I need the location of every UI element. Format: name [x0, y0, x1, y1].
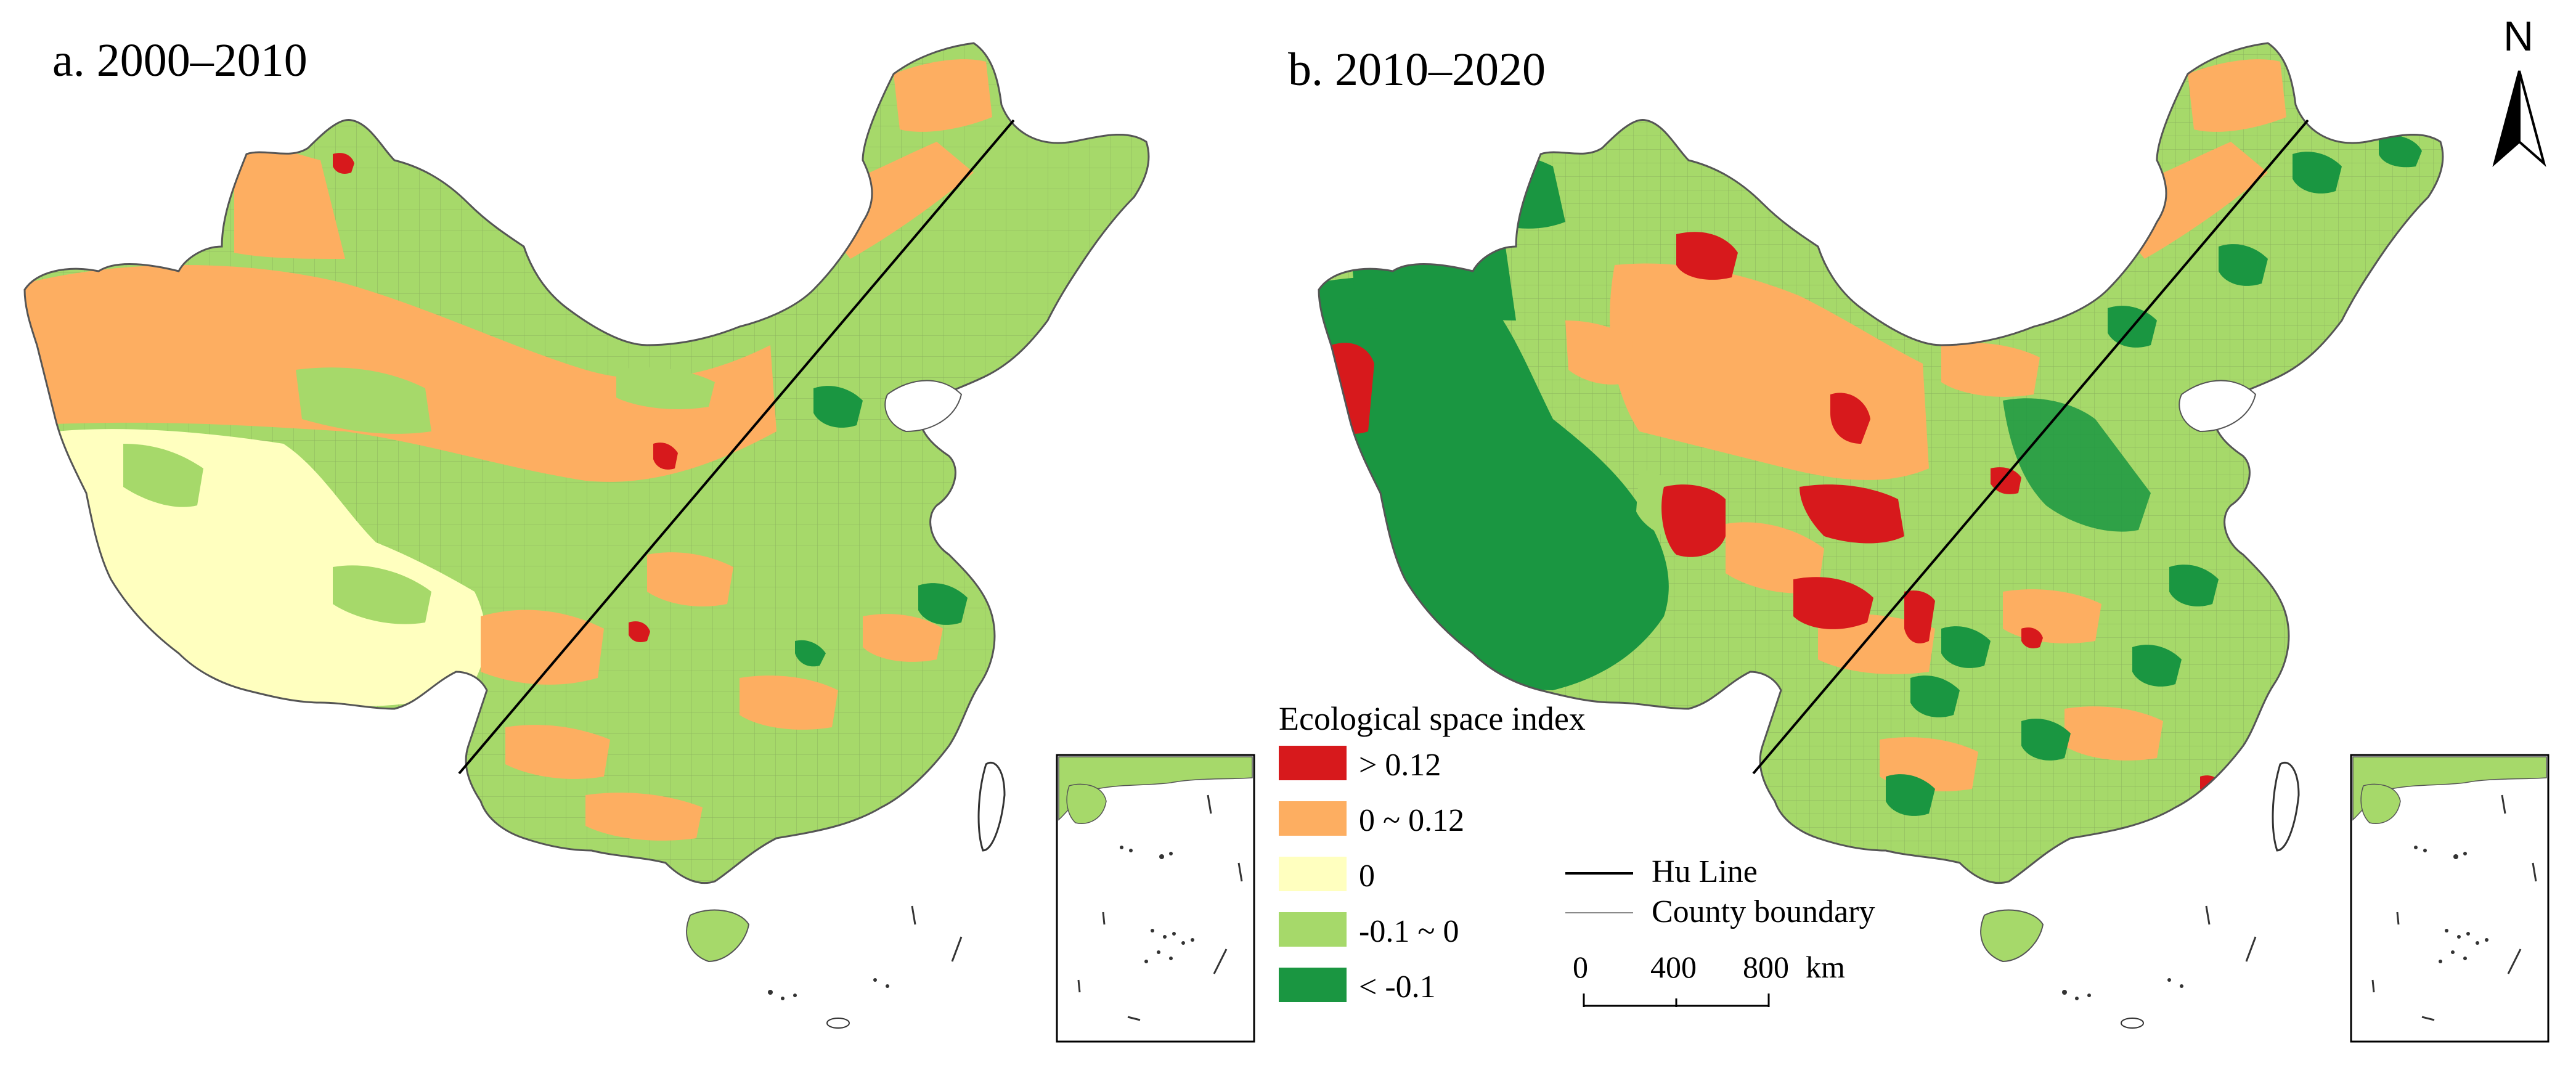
scale-tick-400: 400: [1650, 950, 1697, 984]
legend-swatch-high: [1279, 746, 1347, 780]
legend-label-low: -0.1 ~ 0: [1359, 914, 1459, 949]
legend-label-lowest: < -0.1: [1359, 969, 1436, 1005]
hu-line-b: [1752, 119, 2309, 775]
offshore-islands-a: [768, 978, 889, 1029]
hainan-island-a: [686, 909, 750, 963]
taiwan-a: [977, 762, 1006, 852]
legend-item-high: > 0.12: [1279, 746, 1624, 783]
legend: Ecological space index > 0.12 0 ~ 0.12 0…: [1279, 700, 1624, 1045]
line-legend: Hu Line County boundary: [1565, 854, 1960, 1038]
legend-item-zero: 0: [1279, 857, 1624, 894]
map-panel-a: [23, 42, 1255, 1043]
bohai-sea-b: [2179, 380, 2257, 433]
legend-swatch-low: [1279, 912, 1347, 947]
south-china-sea-inset-a: [1056, 754, 1255, 1043]
north-arrow-icon: [2492, 70, 2546, 167]
legend-item-lowest: < -0.1: [1279, 968, 1624, 1005]
hu-line-label: Hu Line: [1652, 854, 1758, 889]
offshore-islands-b: [2062, 978, 2183, 1029]
legend-swatch-lowest: [1279, 968, 1347, 1002]
legend-swatch-mid: [1279, 801, 1347, 836]
county-boundary-sample: [1565, 912, 1633, 913]
hu-line-legend: Hu Line: [1565, 854, 1960, 891]
legend-item-mid: 0 ~ 0.12: [1279, 801, 1624, 838]
scale-tick-0: 0: [1573, 950, 1588, 984]
hu-line-sample: [1565, 872, 1633, 875]
legend-title: Ecological space index: [1279, 700, 1586, 737]
scale-unit: km: [1806, 950, 1845, 984]
county-boundary-legend: County boundary: [1565, 894, 1960, 931]
legend-label-high: > 0.12: [1359, 748, 1441, 783]
south-china-sea-inset-b: [2350, 754, 2550, 1043]
offshore-dashes-b: [2205, 905, 2257, 962]
hainan-island-b: [1980, 909, 2044, 963]
hu-line-a: [458, 119, 1015, 775]
scale-bar-graphic: [1583, 994, 1770, 1007]
scale-bar: 0 400 800 km: [1565, 949, 1947, 1029]
north-arrow: N: [2477, 12, 2564, 173]
legend-swatch-zero: [1279, 857, 1347, 891]
scale-tick-800: 800: [1743, 950, 1789, 984]
north-label: N: [2503, 13, 2534, 60]
taiwan-b: [2272, 762, 2300, 852]
panel-b-title: b. 2010–2020: [1288, 44, 1546, 96]
legend-label-zero: 0: [1359, 859, 1375, 894]
bohai-sea-a: [884, 380, 963, 433]
offshore-dashes-a: [911, 905, 963, 962]
county-boundary-label: County boundary: [1652, 894, 1875, 929]
legend-label-mid: 0 ~ 0.12: [1359, 803, 1465, 838]
legend-item-low: -0.1 ~ 0: [1279, 912, 1624, 949]
panel-a-title: a. 2000–2010: [52, 35, 308, 86]
